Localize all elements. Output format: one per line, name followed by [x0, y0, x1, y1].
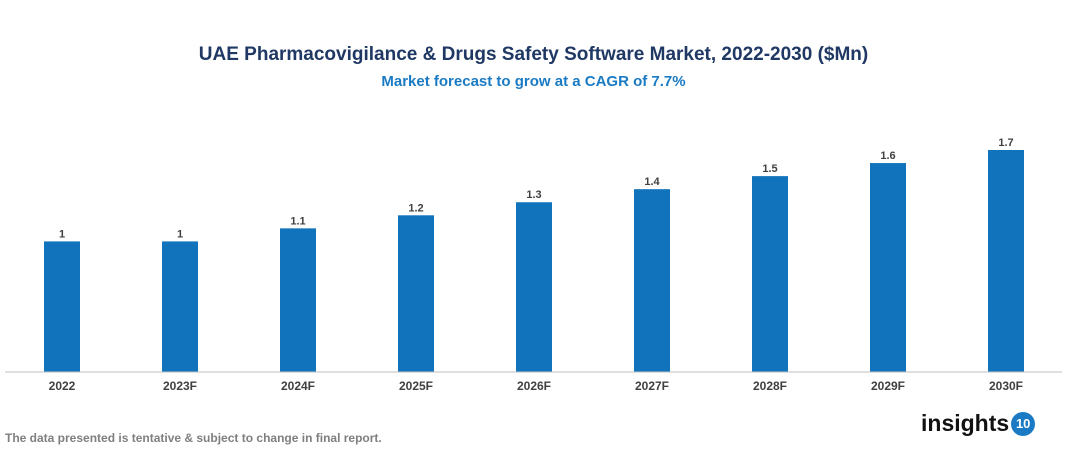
data-label: 1.2 — [408, 202, 423, 214]
data-label: 1.5 — [762, 163, 777, 175]
x-tick-label: 2024F — [281, 379, 315, 393]
bar-2024F — [280, 228, 316, 372]
x-tick-label: 2028F — [753, 379, 787, 393]
bar-2029F — [870, 163, 906, 372]
data-label: 1.6 — [880, 150, 895, 162]
bar-2025F — [398, 215, 434, 372]
data-label: 1.3 — [526, 189, 541, 201]
chart-title: UAE Pharmacovigilance & Drugs Safety Sof… — [198, 44, 869, 65]
x-tick-label: 2025F — [399, 379, 433, 393]
chart-subtitle: Market forecast to grow at a CAGR of 7.7… — [381, 73, 686, 90]
bar-2026F — [516, 202, 552, 372]
logo-badge: 10 — [1011, 411, 1036, 436]
bar-2028F — [752, 176, 788, 372]
x-tick-label: 2029F — [871, 379, 905, 393]
logo-text: insights — [921, 410, 1010, 436]
data-label: 1 — [177, 228, 183, 240]
bar-2027F — [634, 189, 670, 372]
x-tick-label: 2023F — [163, 379, 197, 393]
bar-2022 — [44, 241, 80, 372]
data-label: 1.4 — [644, 176, 660, 188]
disclaimer-footer: The data presented is tentative & subjec… — [5, 431, 382, 445]
x-tick-label: 2030F — [989, 379, 1023, 393]
bar-2023F — [162, 241, 198, 372]
data-label: 1 — [59, 228, 65, 240]
insights10-logo: insights 10 — [921, 410, 1036, 437]
x-tick-label: 2026F — [517, 379, 551, 393]
bar-2030F — [988, 150, 1024, 372]
data-label: 1.7 — [998, 137, 1013, 149]
data-label: 1.1 — [290, 215, 305, 227]
x-tick-label: 2022 — [49, 379, 76, 393]
x-tick-label: 2027F — [635, 379, 669, 393]
